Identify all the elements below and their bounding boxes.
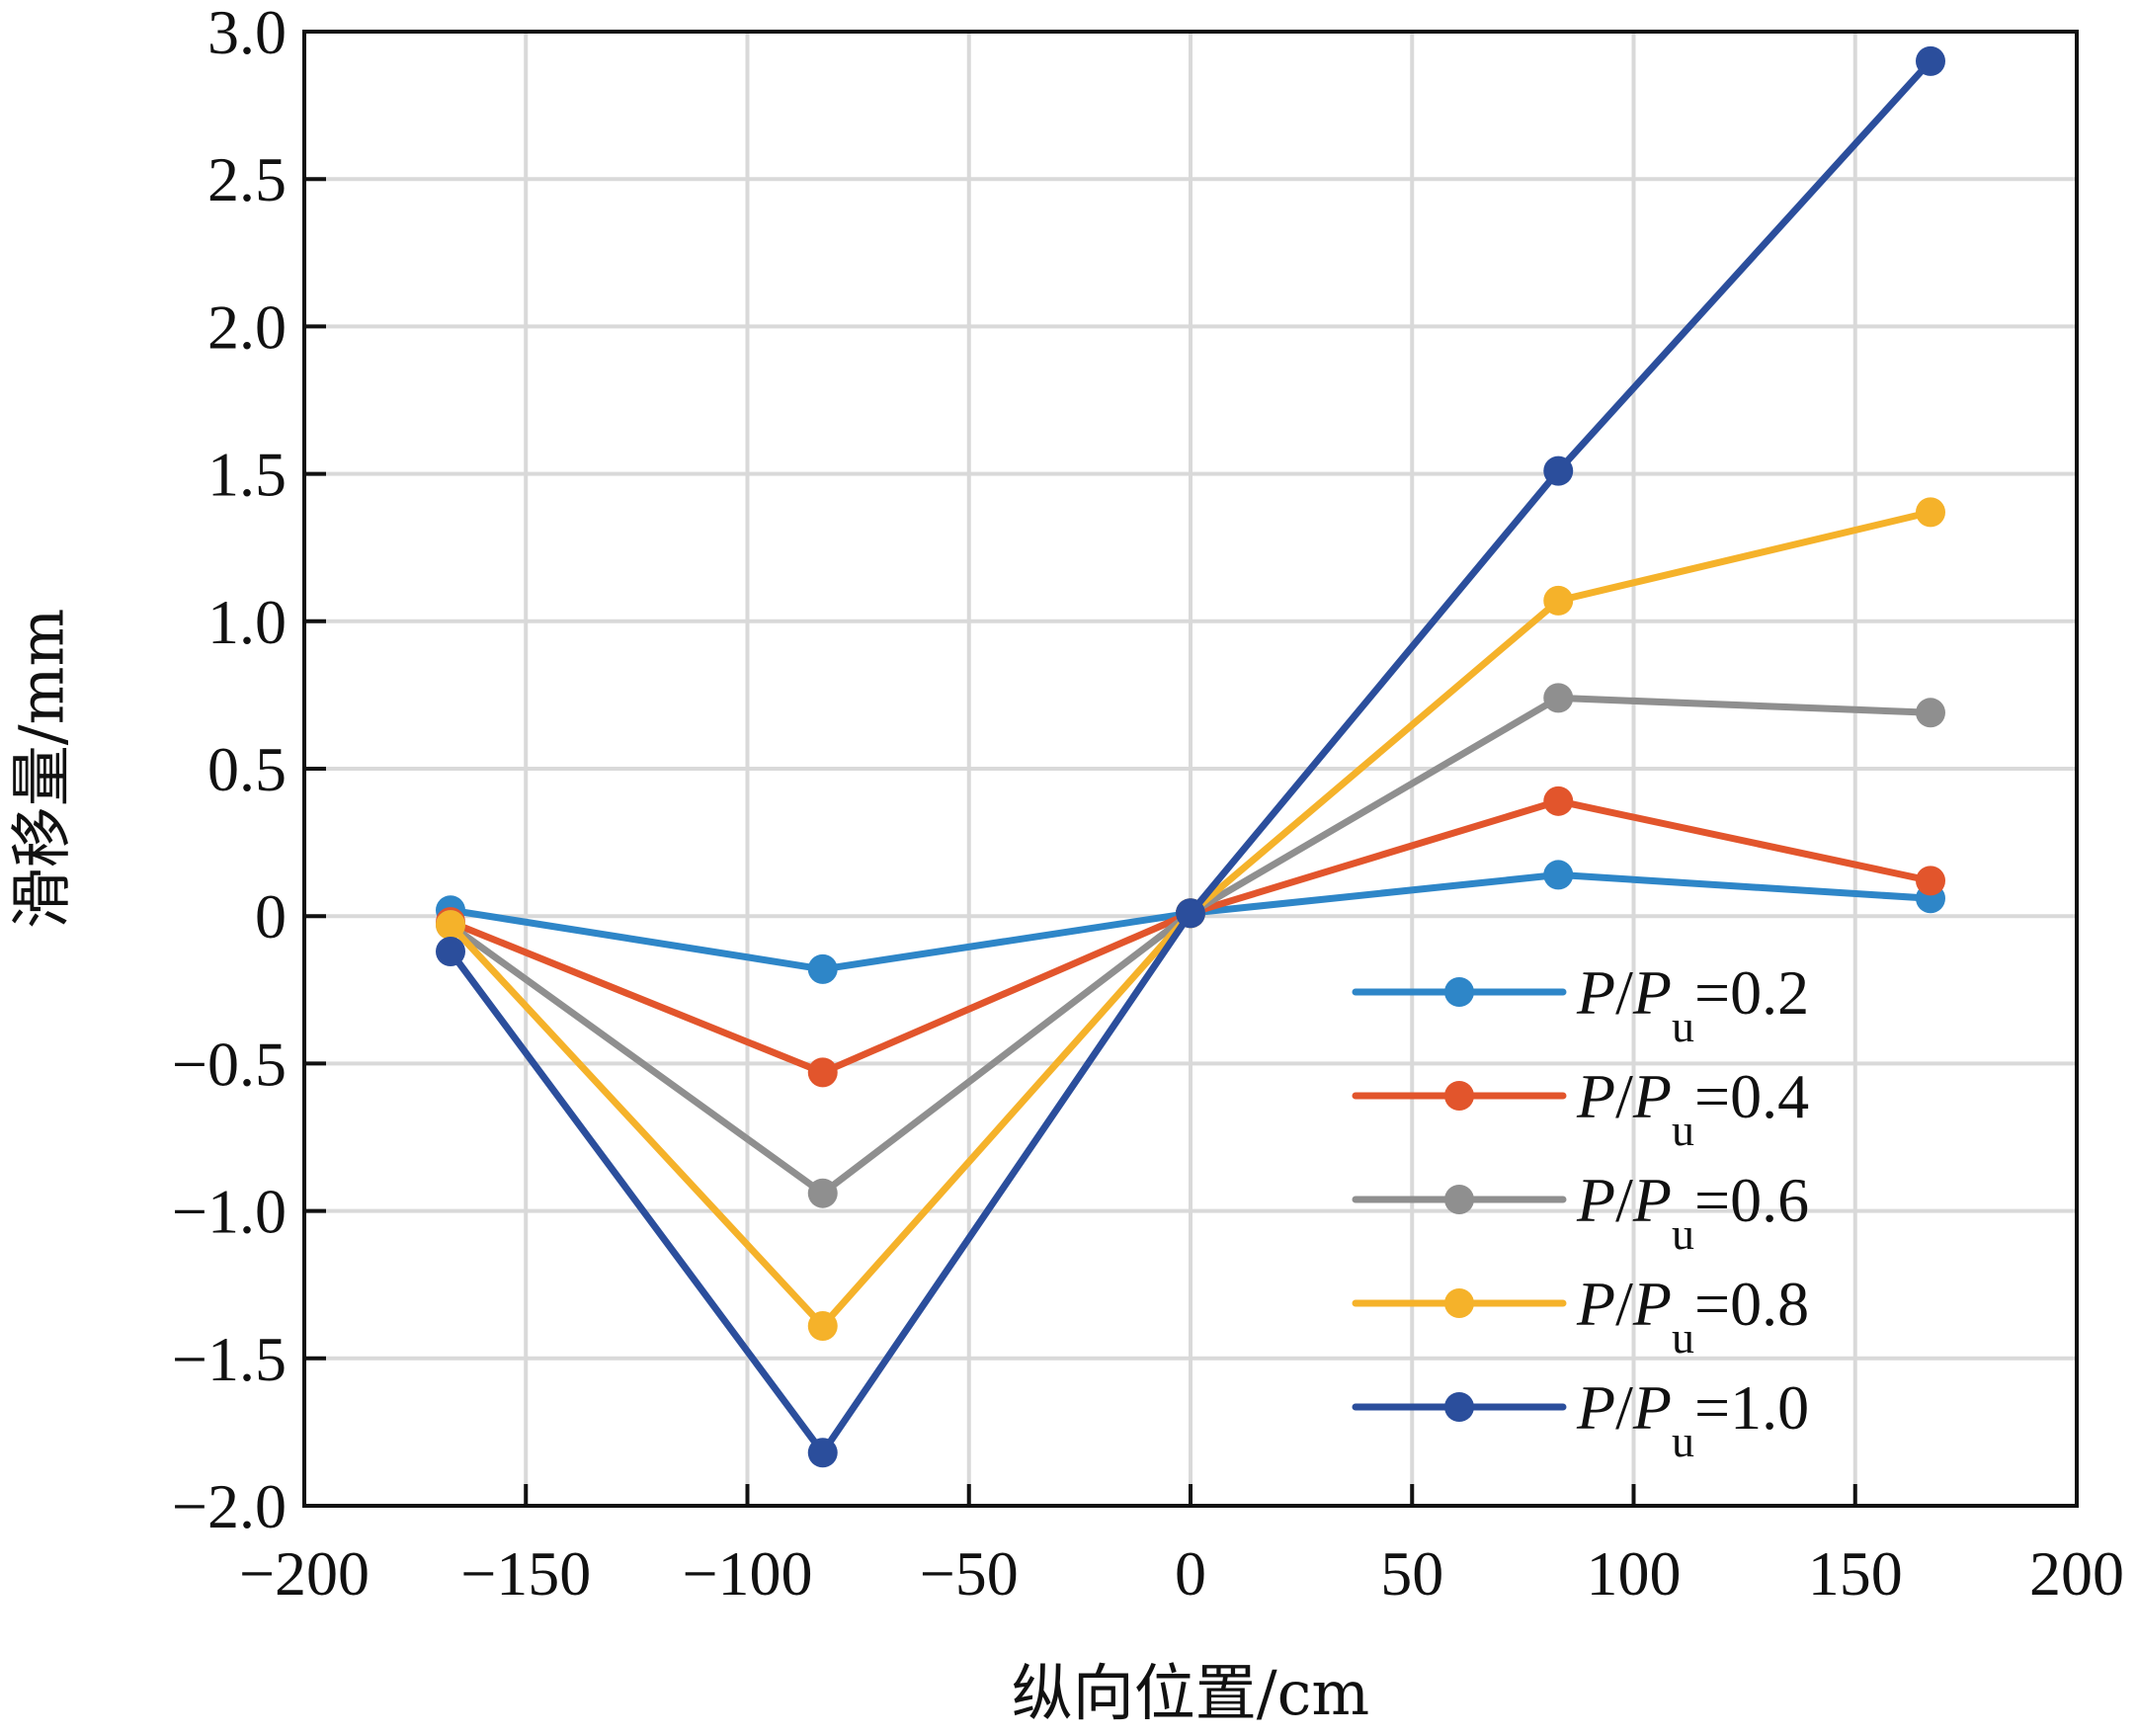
legend-entry: P/Pu=0.6 <box>1352 1165 1809 1259</box>
x-tick-label: 200 <box>2029 1538 2124 1609</box>
legend-marker <box>1444 1185 1474 1214</box>
legend-label: P/Pu=0.6 <box>1576 1165 1809 1259</box>
legend-marker <box>1444 977 1474 1007</box>
data-point <box>807 1178 838 1208</box>
legend: P/Pu=0.2 P/Pu=0.4 P/Pu=0.6 P/Pu=0.8P/Pu=1.0 <box>1352 957 1809 1466</box>
grid <box>304 32 2077 1506</box>
x-tick-label: −200 <box>239 1538 370 1609</box>
y-tick-label: 1.0 <box>207 587 287 657</box>
axis-ticks <box>302 30 2079 1508</box>
x-axis-title: 纵向位置/cm <box>1012 1657 1369 1729</box>
data-point <box>436 910 466 941</box>
x-tick-labels: −200 −150 −100 −50 0 50 100 150 200 <box>239 1538 2124 1609</box>
y-tick-label: −1.0 <box>172 1177 287 1247</box>
legend-marker <box>1444 1288 1474 1318</box>
data-point <box>807 1057 838 1088</box>
data-point <box>1543 785 1574 816</box>
y-tick-label: 1.5 <box>207 440 287 510</box>
data-point <box>807 1438 838 1468</box>
x-tick-label: −100 <box>682 1538 812 1609</box>
series-layer <box>436 45 1945 1468</box>
legend-label: P/Pu=0.8 <box>1576 1269 1809 1363</box>
data-point <box>1543 585 1574 616</box>
data-point <box>1915 45 1945 76</box>
x-tick-label: −50 <box>920 1538 1019 1609</box>
legend-entry: P/Pu=0.8 <box>1352 1269 1809 1363</box>
data-point <box>807 953 838 984</box>
data-point <box>1915 698 1945 728</box>
legend-label: P/Pu=0.2 <box>1576 957 1809 1051</box>
x-tick-label: 100 <box>1587 1538 1682 1609</box>
y-tick-label: 3.0 <box>207 0 287 67</box>
data-point <box>1915 866 1945 896</box>
x-tick-label: 0 <box>1175 1538 1206 1609</box>
y-tick-label: −2.0 <box>172 1471 287 1541</box>
data-point <box>1176 898 1205 929</box>
y-tick-label: 0 <box>255 881 287 951</box>
y-tick-labels: 3.0 2.5 2.0 1.5 1.0 0.5 0 −0.5 −1.0 −1.5 −2.0 <box>172 0 287 1541</box>
y-tick-label: 0.5 <box>207 734 287 804</box>
legend-label: P/Pu=0.4 <box>1576 1061 1809 1155</box>
legend-label: P/Pu=1.0 <box>1576 1372 1809 1466</box>
data-point <box>807 1310 838 1341</box>
x-tick-label: 150 <box>1808 1538 1903 1609</box>
y-axis-title: 滑移量/mm <box>6 609 78 929</box>
legend-entry: P/Pu=0.4 <box>1352 1061 1809 1155</box>
legend-marker <box>1444 1081 1474 1111</box>
series <box>436 45 1945 1468</box>
legend-entry: P/Pu=0.2 <box>1352 957 1809 1051</box>
x-tick-label: −150 <box>460 1538 591 1609</box>
data-point <box>1543 683 1574 713</box>
x-tick-label: 50 <box>1380 1538 1443 1609</box>
data-point <box>436 937 466 967</box>
legend-marker <box>1444 1392 1474 1422</box>
y-tick-label: −1.5 <box>172 1324 287 1394</box>
y-tick-label: 2.0 <box>207 291 287 362</box>
legend-entry: P/Pu=1.0 <box>1352 1372 1809 1466</box>
data-point <box>1543 860 1574 890</box>
data-point <box>1543 455 1574 486</box>
y-tick-label: 2.5 <box>207 144 287 214</box>
data-point <box>1915 497 1945 528</box>
y-tick-label: −0.5 <box>172 1029 287 1099</box>
